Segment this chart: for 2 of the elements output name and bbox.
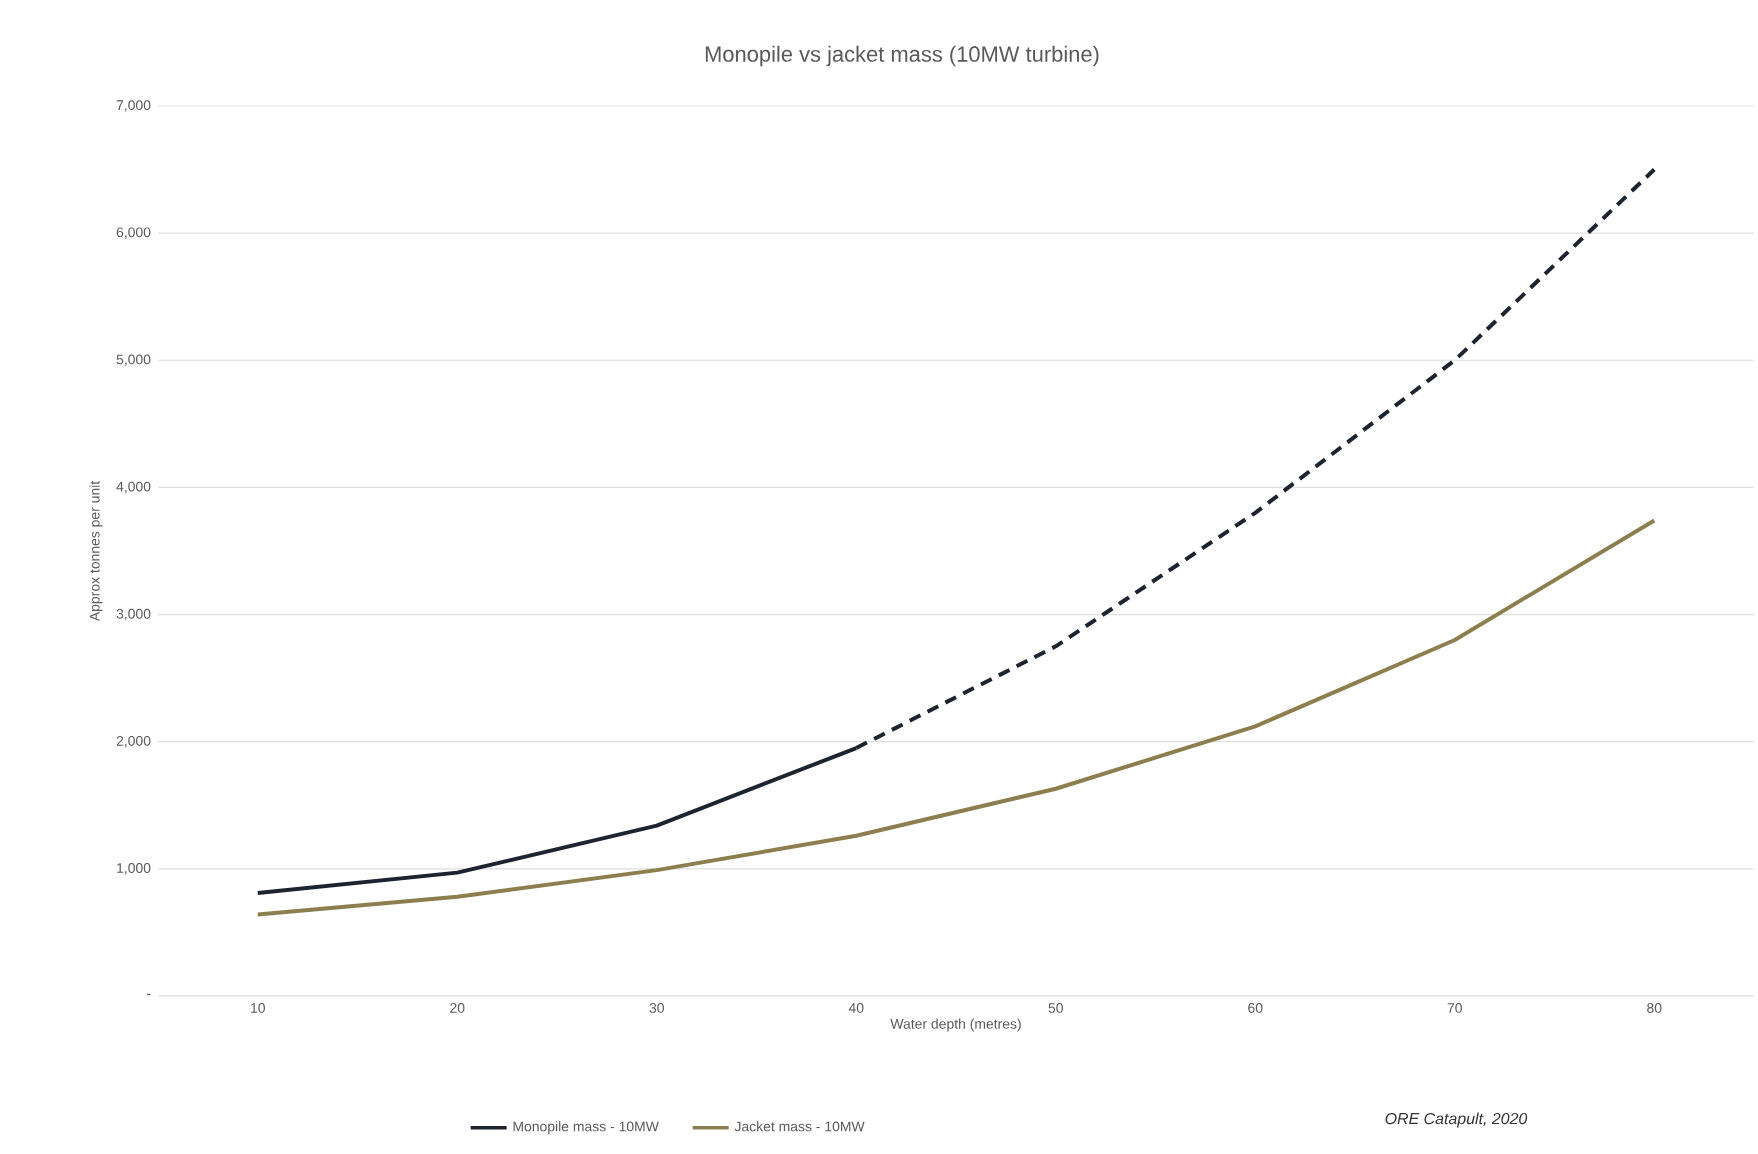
line-series [255,518,1657,917]
chart-title: Monopile vs jacket mass (10MW turbine) [705,45,1099,67]
